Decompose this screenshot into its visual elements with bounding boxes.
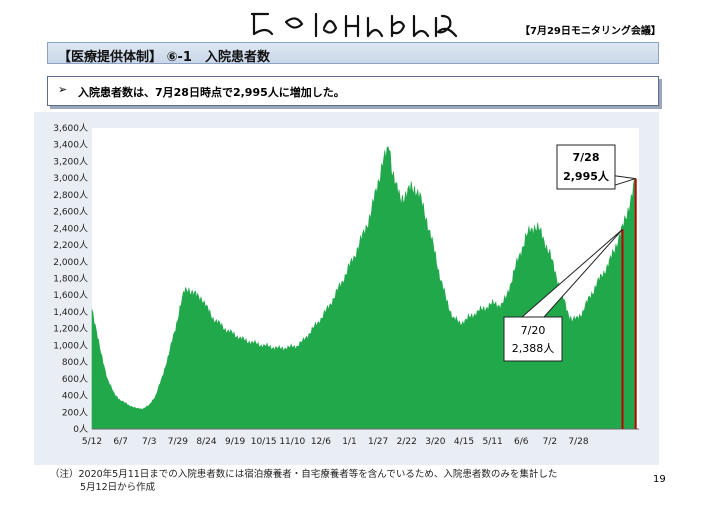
section-header: 【医療提供体制】 ⑥-1 入院患者数 (47, 42, 659, 65)
y-tick-label: 1,000人 (53, 340, 88, 351)
y-tick-label: 2,600人 (53, 207, 88, 218)
x-tick-label: 5/11 (483, 437, 503, 447)
callout-value: 2,388人 (512, 342, 555, 355)
y-tick-label: 800人 (62, 357, 88, 368)
callout-date: 7/28 (573, 151, 600, 164)
x-tick-label: 1/1 (342, 437, 356, 447)
y-tick-label: 400人 (62, 391, 88, 402)
y-tick-label: 1,200人 (53, 324, 88, 335)
x-tick-label: 11/10 (279, 437, 305, 447)
x-tick-label: 2/22 (397, 437, 417, 447)
inpatient-area (91, 146, 636, 430)
callout-date: 7/20 (521, 324, 546, 337)
x-tick-label: 10/15 (251, 437, 277, 447)
y-tick-label: 2,400人 (53, 223, 88, 234)
chart-area: 0人 200人 400人 600人 800人 1,000人 1,200人 1,400人 1,60… (34, 112, 659, 465)
y-tick-label: 3,400人 (53, 140, 88, 151)
section-title: 【医療提供体制】 ⑥-1 入院患者数 (58, 50, 270, 65)
footnote-line-1: （注）2020年5月11日までの入院患者数には宿泊療養者・自宅療養者等を含んでい… (50, 469, 558, 480)
footnote-line-2: 5月12日から作成 (80, 482, 156, 493)
x-tick-label: 7/28 (568, 437, 588, 447)
meeting-tag: 【7月29日モニタリング会議】 (520, 26, 661, 37)
x-tick-label: 12/6 (311, 437, 331, 447)
y-tick-label: 1,400人 (53, 307, 88, 318)
x-tick-label: 5/12 (82, 437, 102, 447)
handwritten-scribble (250, 12, 458, 38)
summary-text: 入院患者数は、7月28日時点で2,995人に増加した。 (78, 86, 345, 99)
y-tick-label: 3,600人 (53, 123, 88, 134)
x-tick-label: 4/15 (454, 437, 474, 447)
x-tick-label: 7/29 (168, 437, 188, 447)
y-tick-label: 0人 (73, 424, 88, 435)
y-tick-label: 3,200人 (53, 156, 88, 167)
y-tick-label: 2,200人 (53, 240, 88, 251)
footnote: （注）2020年5月11日までの入院患者数には宿泊療養者・自宅療養者等を含んでい… (50, 468, 557, 494)
y-tick-label: 3,000人 (53, 173, 88, 184)
x-tick-label: 7/2 (543, 437, 557, 447)
x-tick-label: 8/24 (196, 437, 216, 447)
x-tick-label: 9/19 (225, 437, 245, 447)
y-tick-label: 2,800人 (53, 190, 88, 201)
inpatient-area-chart: 0人 200人 400人 600人 800人 1,000人 1,200人 1,400人 1,60… (53, 123, 639, 447)
y-tick-label: 2,000人 (53, 257, 88, 268)
page-number: 19 (653, 474, 666, 485)
x-tick-label: 6/7 (113, 437, 127, 447)
callout-box (556, 144, 616, 190)
y-tick-label: 1,800人 (53, 274, 88, 285)
callout-box (503, 316, 563, 362)
x-tick-label: 7/3 (142, 437, 156, 447)
summary-box: ➢ 入院患者数は、7月28日時点で2,995人に増加した。 (47, 76, 659, 106)
callout-value: 2,995人 (563, 169, 610, 183)
x-tick-label: 1/27 (368, 437, 388, 447)
y-tick-label: 1,600人 (53, 290, 88, 301)
y-tick-label: 200人 (62, 407, 88, 418)
x-tick-label: 3/20 (425, 437, 445, 447)
x-tick-label: 6/6 (514, 437, 529, 447)
y-tick-label: 600人 (62, 374, 88, 385)
arrow-bullet-icon: ➢ (58, 83, 68, 96)
